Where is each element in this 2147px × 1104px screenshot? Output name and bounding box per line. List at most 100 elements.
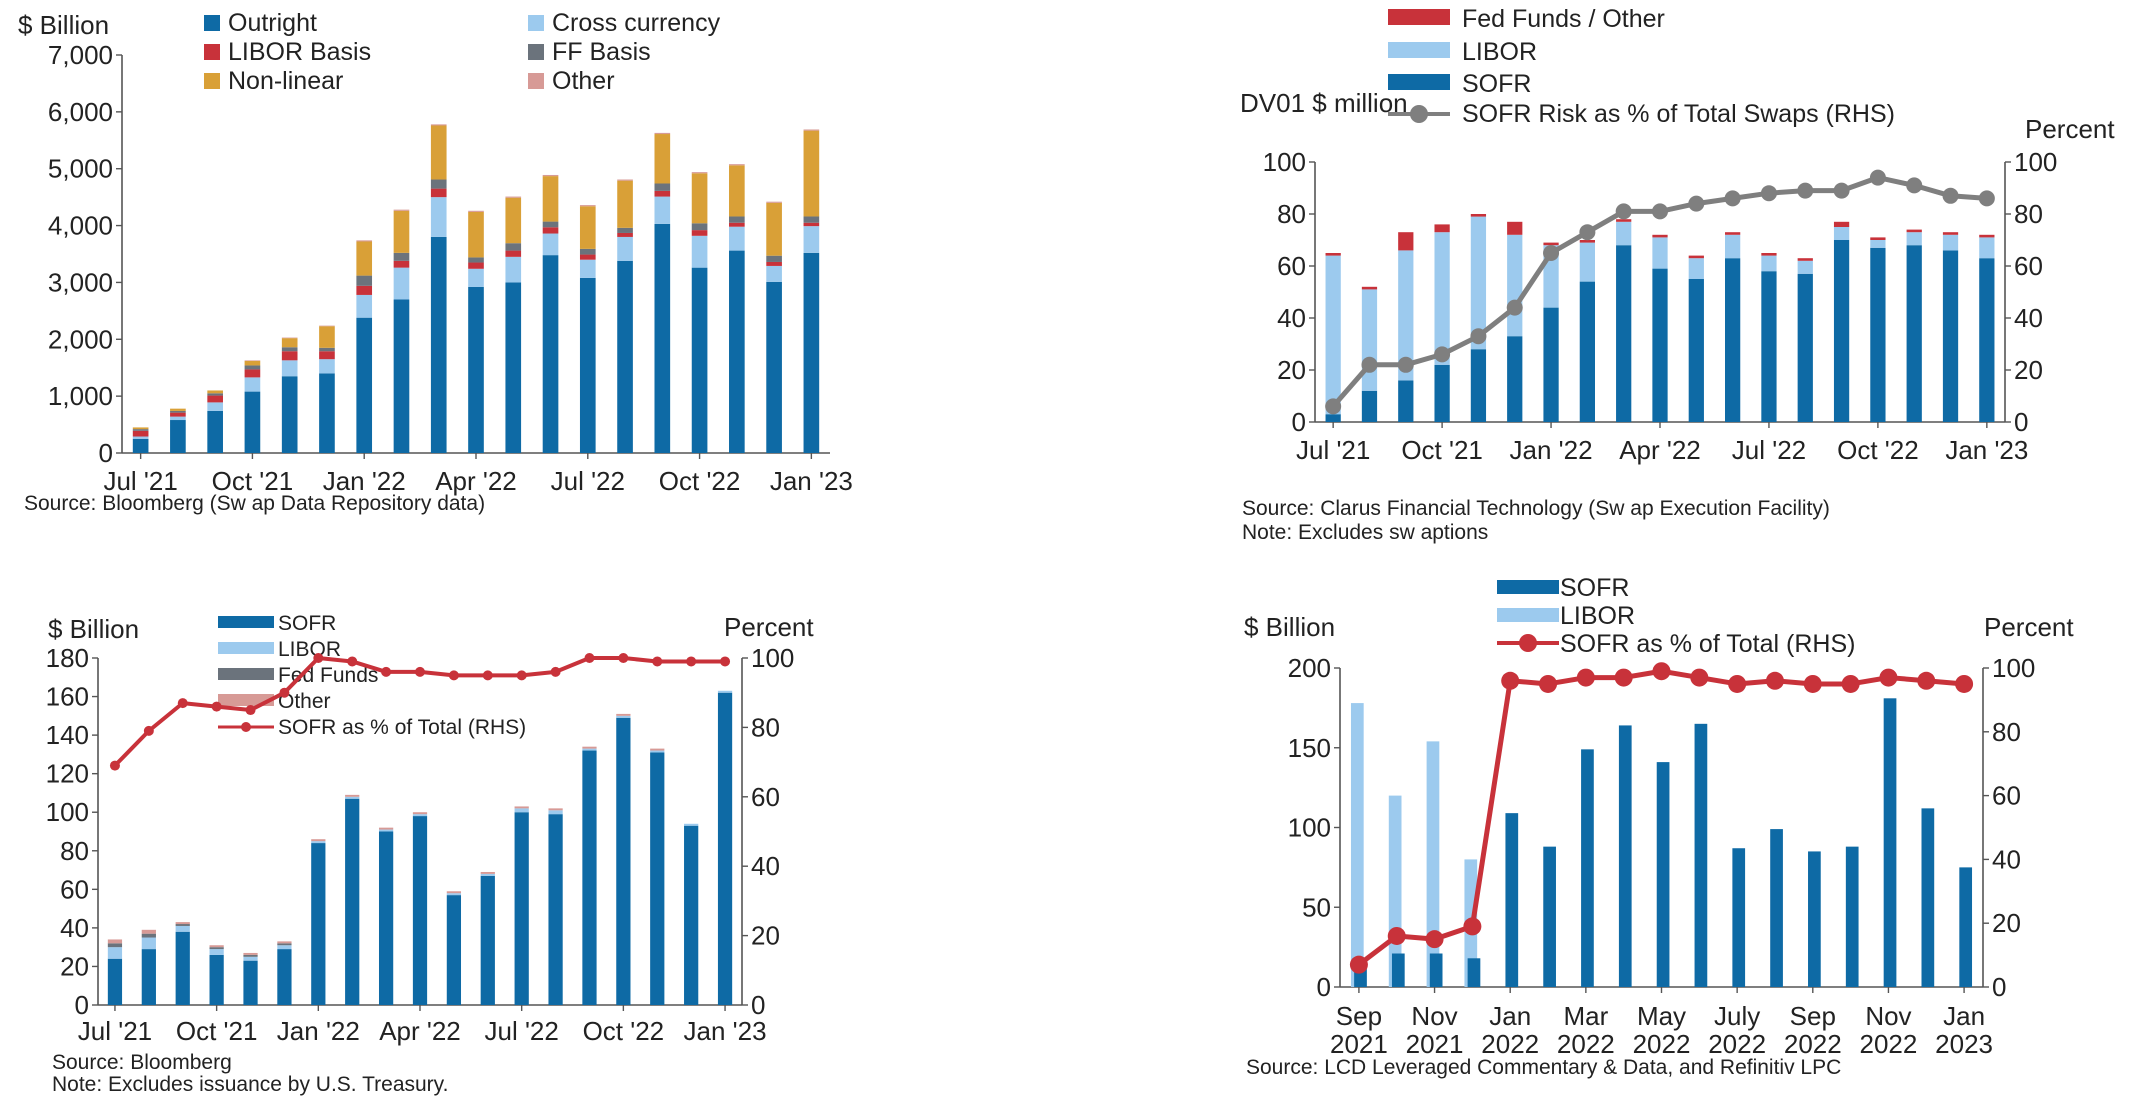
legend-label-fed-funds: Fed Funds (278, 664, 378, 687)
x-tick-label-month: Nov (1865, 1001, 1911, 1031)
bar-libor-feb-22 (1579, 242, 1595, 282)
y-axis-ticks: 0 50 100 150 200 0 20 40 60 80 100 (1288, 653, 2036, 1002)
bar-sofr-apr-22 (412, 816, 428, 1005)
bar-libor-basis-nov-21 (281, 351, 298, 361)
line-point-sep-21 (1397, 356, 1414, 373)
x-tick-label-year: 2022 (1633, 1029, 1691, 1059)
bar-other-apr-22 (468, 210, 484, 212)
bar-sofr-aug-2022 (1770, 829, 1783, 987)
y-axis-tick-label: 0 (75, 990, 89, 1020)
bar-cross-currency-sep-22 (654, 196, 671, 224)
bar-libor-sep-22 (1833, 227, 1850, 240)
line-point-jul-21 (109, 760, 120, 771)
y2-axis-tick-label: 100 (1992, 653, 2035, 683)
bar-sofr-jan-2022 (1505, 813, 1519, 987)
x-tick-label: Jul '21 (103, 466, 177, 496)
bar-fed-funds-other-jul-22 (1761, 253, 1777, 256)
bar-sofr-jul-21 (1325, 414, 1341, 422)
line-point-oct-2022 (1841, 674, 1860, 693)
bar-sofr-apr-22 (1652, 268, 1668, 422)
source-note: Source: LCD Leveraged Commentary & Data,… (1246, 1056, 1841, 1079)
bar-sofr-jan-22 (1543, 307, 1559, 422)
line-point-mar-2022 (1576, 668, 1595, 687)
y-axis-unit-label: $ Billion (18, 10, 109, 40)
line-point-aug-22 (1797, 182, 1814, 199)
bar-fed-funds-other-apr-22 (1652, 234, 1668, 238)
line-point-nov-22 (1906, 177, 1923, 194)
bar-cross-currency-jul-21 (132, 436, 149, 439)
bar-libor-aug-22 (1797, 260, 1813, 274)
bar-other-may-22 (446, 891, 462, 894)
bar-cross-currency-jan-22 (356, 294, 373, 318)
legend-label-sofr: SOFR (1560, 574, 1629, 602)
line-point-jun-22 (482, 670, 493, 681)
bar-non-linear-apr-22 (468, 211, 484, 258)
x-tick-label: Jan '22 (1510, 435, 1593, 465)
x-tick-label-month: Nov (1411, 1001, 1457, 1031)
bar-other-jan-22 (311, 839, 326, 842)
y-axis-tick-label: 20 (60, 951, 89, 981)
bar-libor-aug-21 (141, 937, 156, 950)
bar-sofr-aug-22 (1797, 273, 1813, 422)
y2-axis-tick-label: 20 (751, 921, 780, 951)
bar-libor-basis-jul-22 (579, 254, 596, 260)
x-tick-label: Apr '22 (435, 466, 517, 496)
bar-cross-currency-nov-22 (729, 226, 745, 251)
bar-libor-dec-21 (277, 945, 292, 950)
legend-swatch-ff-basis (528, 44, 544, 60)
bar-libor-nov-21 (243, 956, 258, 961)
bar-outright-jul-22 (579, 277, 596, 453)
bar-sofr-nov-2022 (1883, 698, 1897, 987)
line-point-feb-22 (1579, 224, 1596, 241)
bar-sofr-nov-2021 (1429, 953, 1443, 987)
bar-sofr-sep-22 (582, 750, 597, 1005)
bar-sofr-feb-2022 (1543, 846, 1556, 987)
bar-libor-basis-sep-22 (654, 190, 671, 197)
x-tick-label: Jan '22 (277, 1016, 360, 1046)
bar-libor-basis-feb-22 (393, 260, 410, 268)
bar-outright-aug-22 (617, 260, 633, 453)
bar-fed-funds-other-sep-21 (1398, 232, 1414, 251)
bar-libor-sep-22 (582, 748, 597, 751)
bar-fed-funds-other-jul-21 (1325, 253, 1341, 256)
bar-fed-funds-other-feb-22 (1579, 240, 1595, 243)
bar-libor-basis-apr-22 (468, 262, 484, 269)
bar-libor-oct-22 (616, 715, 631, 718)
bar-other-mar-22 (378, 827, 394, 830)
bar-non-linear-dec-21 (319, 326, 335, 348)
line-point-may-22 (1688, 195, 1705, 212)
bar-libor-basis-jan-22 (356, 285, 373, 295)
bar-fed-funds-jul-21 (107, 943, 123, 948)
bar-sofr-nov-21 (243, 960, 258, 1005)
bar-non-linear-jul-22 (579, 206, 596, 249)
y-axis-tick-label: 100 (1288, 813, 1331, 843)
x-tick-label: Oct '21 (212, 466, 294, 496)
bar-ff-basis-jan-22 (356, 275, 373, 286)
bar-fed-funds-other-jun-22 (1725, 232, 1741, 235)
bar-sofr-dec-2021 (1467, 958, 1481, 987)
bar-non-linear-jan-23 (803, 130, 820, 217)
bar-fed-funds-other-nov-22 (1906, 229, 1922, 233)
bar-libor-apr-22 (1652, 237, 1668, 269)
line-point-sep-21 (177, 698, 188, 709)
bar-fed-funds-nov-21 (243, 954, 258, 957)
x-tick-label: Jan '23 (684, 1016, 767, 1046)
y-axis-tick-label: 200 (1288, 653, 1331, 683)
bar-libor-jul-22 (514, 808, 529, 813)
y2-axis-tick-label: 40 (751, 851, 780, 881)
y2-axis-tick-label: 60 (751, 782, 780, 812)
line-point-mar-22 (1615, 203, 1632, 220)
bar-other-oct-22 (616, 713, 631, 716)
line-point-sep-2022 (1803, 674, 1822, 693)
y2-axis-unit-label: Percent (1984, 612, 2074, 642)
bar-ff-basis-jul-21 (132, 429, 149, 431)
bar-non-linear-sep-22 (654, 134, 671, 184)
line-point-jan-23 (720, 656, 731, 667)
line-point-sep-2021 (1349, 955, 1368, 974)
bar-fed-funds-other-oct-22 (1870, 237, 1886, 240)
line-point-sep-22 (584, 653, 595, 663)
x-tick-label-year: 2022 (1708, 1029, 1766, 1059)
bar-sofr-oct-2021 (1391, 953, 1405, 987)
bar-ff-basis-sep-22 (654, 183, 671, 191)
y-axis-tick-label: 7,000 (48, 40, 113, 70)
